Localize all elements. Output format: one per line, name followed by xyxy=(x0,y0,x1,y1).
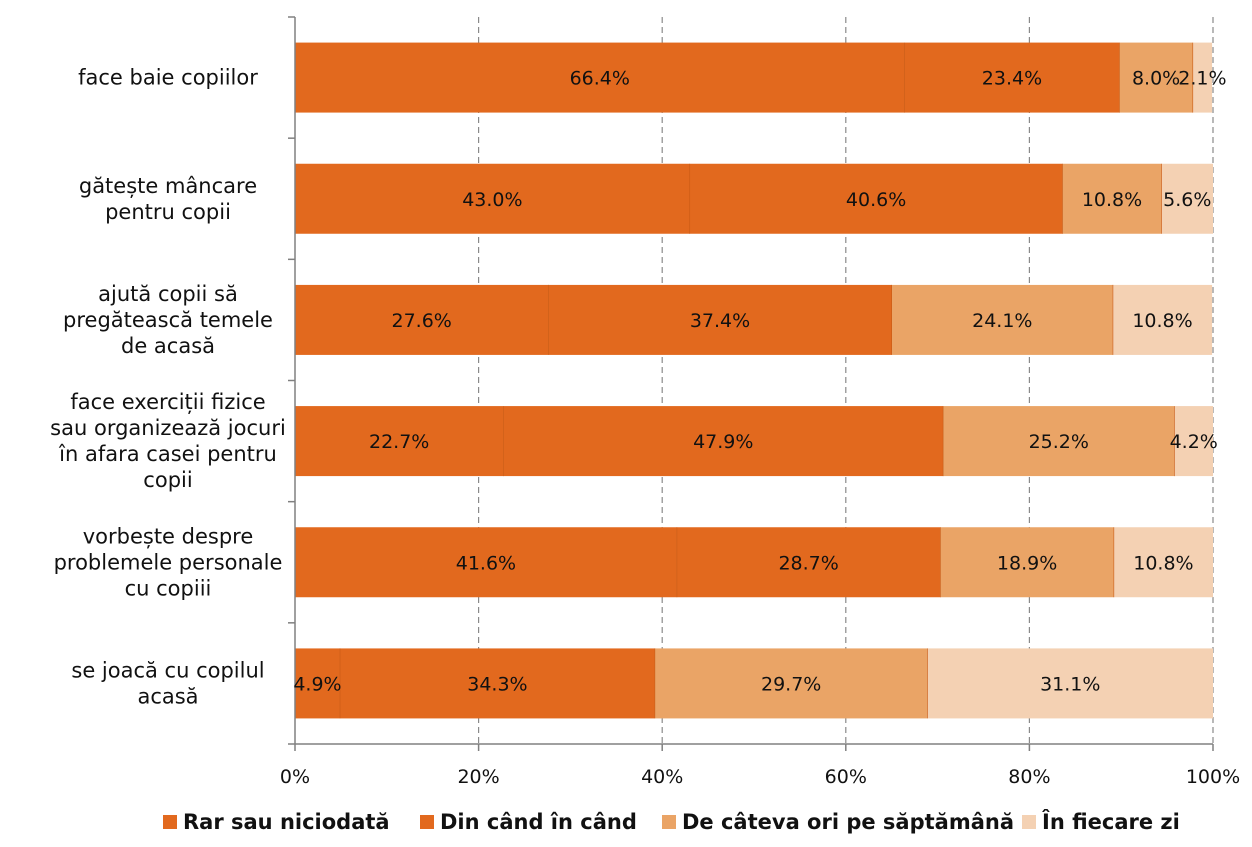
value-label: 2.1% xyxy=(1178,68,1226,90)
value-label: 27.6% xyxy=(392,310,452,332)
legend-label: De câteva ori pe săptămână xyxy=(682,810,1014,834)
bar-segment xyxy=(295,648,340,719)
x-tick-label: 60% xyxy=(825,766,867,788)
bar-segment xyxy=(295,284,549,355)
category-label: gătește mâncare pentru copii xyxy=(79,174,257,224)
value-label: 10.8% xyxy=(1082,189,1142,211)
x-tick-label: 100% xyxy=(1186,766,1240,788)
x-tick-label: 20% xyxy=(457,766,499,788)
x-tick-label: 0% xyxy=(280,766,310,788)
grid-lines xyxy=(478,17,1214,744)
bar-segment xyxy=(940,527,1114,598)
bar-segment xyxy=(1161,163,1213,234)
bar-segment xyxy=(295,163,690,234)
legend: Rar sau niciodată Din când în când De câte… xyxy=(163,809,1180,834)
value-label: 25.2% xyxy=(1029,431,1089,453)
bar-segment xyxy=(1112,284,1213,355)
value-label: 31.1% xyxy=(1040,673,1100,695)
value-label: 41.6% xyxy=(456,552,516,574)
bar-segment xyxy=(943,406,1175,477)
value-label: 24.1% xyxy=(972,310,1032,332)
legend-swatch xyxy=(420,815,434,829)
bar-segment xyxy=(1192,42,1213,113)
category-label: se joacă cu copilul acasă xyxy=(71,658,264,708)
value-label: 29.7% xyxy=(761,673,821,695)
value-label: 4.9% xyxy=(293,673,341,695)
bar-segment xyxy=(339,648,655,719)
value-label: 66.4% xyxy=(570,68,630,90)
category-label: ajută copii să pregătească temele de acasă xyxy=(63,282,273,358)
legend-label: Rar sau niciodată xyxy=(183,810,390,834)
value-label: 18.9% xyxy=(997,552,1057,574)
bar-segment xyxy=(676,527,941,598)
value-label: 8.0% xyxy=(1132,68,1180,90)
bar-segment xyxy=(503,406,944,477)
value-label: 40.6% xyxy=(846,189,906,211)
value-label: 10.8% xyxy=(1133,552,1193,574)
bar-segment xyxy=(548,284,892,355)
axes: 0% 20% 40% 60% 80% 100% xyxy=(280,16,1240,788)
bar-segment xyxy=(295,527,677,598)
legend-swatch xyxy=(163,815,177,829)
legend-swatch xyxy=(1022,815,1036,829)
value-label: 47.9% xyxy=(693,431,753,453)
bar-segment xyxy=(1062,163,1162,234)
category-label: vorbește despre problemele personale cu co… xyxy=(54,524,283,600)
x-tick-label: 80% xyxy=(1008,766,1050,788)
x-tick-label: 40% xyxy=(641,766,683,788)
value-label: 10.8% xyxy=(1132,310,1192,332)
bar-segment xyxy=(1174,406,1213,477)
bar-segment xyxy=(891,284,1113,355)
value-label: 43.0% xyxy=(462,189,522,211)
value-labels: 66.4% 23.4% 8.0%2.1% 43.0% 40.6% 10.8% 5.6% 27.… xyxy=(293,68,1226,696)
bars xyxy=(295,42,1213,719)
bar-segment xyxy=(689,163,1063,234)
legend-label: Din când în când xyxy=(440,810,637,834)
bar-segment xyxy=(904,42,1120,113)
value-label: 5.6% xyxy=(1163,189,1211,211)
bar-segment xyxy=(295,42,905,113)
legend-swatch xyxy=(662,815,676,829)
value-label: 37.4% xyxy=(690,310,750,332)
value-label: 28.7% xyxy=(778,552,838,574)
value-label: 23.4% xyxy=(982,68,1042,90)
category-label: face exerciții fizice sau organizează joc… xyxy=(50,390,286,492)
legend-label: În fiecare zi xyxy=(1042,809,1180,834)
bar-segment xyxy=(1119,42,1193,113)
category-label: face baie copiilor xyxy=(78,66,258,90)
value-label: 4.2% xyxy=(1170,431,1218,453)
category-labels: face baie copiilor gătește mâncare pentru … xyxy=(50,66,286,709)
bar-segment xyxy=(1113,527,1213,598)
bar-segment xyxy=(295,406,504,477)
value-label: 34.3% xyxy=(467,673,527,695)
bar-segment xyxy=(654,648,928,719)
value-label: 22.7% xyxy=(369,431,429,453)
bar-segment xyxy=(927,648,1213,719)
